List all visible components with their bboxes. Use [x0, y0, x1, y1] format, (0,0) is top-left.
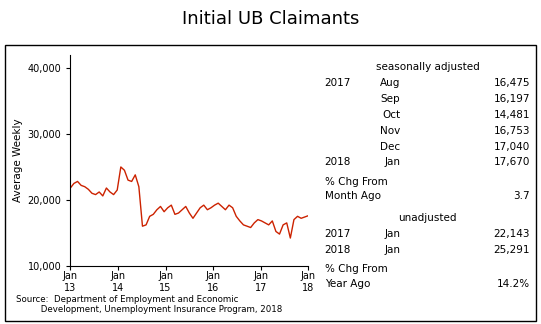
- Text: 2018: 2018: [325, 157, 351, 168]
- Text: 14,481: 14,481: [494, 110, 530, 120]
- Text: Dec: Dec: [380, 142, 400, 152]
- Text: Nov: Nov: [380, 126, 400, 135]
- Text: unadjusted: unadjusted: [398, 213, 457, 223]
- Text: 17,670: 17,670: [494, 157, 530, 168]
- Text: % Chg From: % Chg From: [325, 264, 387, 274]
- Text: 16,475: 16,475: [494, 78, 530, 88]
- Text: 22,143: 22,143: [494, 229, 530, 239]
- Text: Source:  Department of Employment and Economic
         Development, Unemploymen: Source: Department of Employment and Eco…: [16, 295, 282, 314]
- Text: Jan: Jan: [384, 157, 400, 168]
- Text: Jan: Jan: [384, 245, 400, 255]
- Text: Sep: Sep: [381, 94, 400, 104]
- Text: Month Ago: Month Ago: [325, 191, 381, 201]
- Text: 2017: 2017: [325, 78, 351, 88]
- Text: Oct: Oct: [382, 110, 400, 120]
- Text: 14.2%: 14.2%: [497, 279, 530, 288]
- Text: Year Ago: Year Ago: [325, 279, 370, 288]
- Text: Initial UB Claimants: Initial UB Claimants: [182, 10, 359, 28]
- Text: 16,753: 16,753: [494, 126, 530, 135]
- Text: Jan: Jan: [384, 229, 400, 239]
- Text: 16,197: 16,197: [494, 94, 530, 104]
- Text: 17,040: 17,040: [494, 142, 530, 152]
- Y-axis label: Average Weekly: Average Weekly: [14, 119, 23, 202]
- Text: 2017: 2017: [325, 229, 351, 239]
- Text: 3.7: 3.7: [513, 191, 530, 201]
- Text: 25,291: 25,291: [494, 245, 530, 255]
- Text: % Chg From: % Chg From: [325, 177, 387, 187]
- Text: seasonally adjusted: seasonally adjusted: [375, 62, 479, 72]
- Text: 2018: 2018: [325, 245, 351, 255]
- Text: Aug: Aug: [380, 78, 400, 88]
